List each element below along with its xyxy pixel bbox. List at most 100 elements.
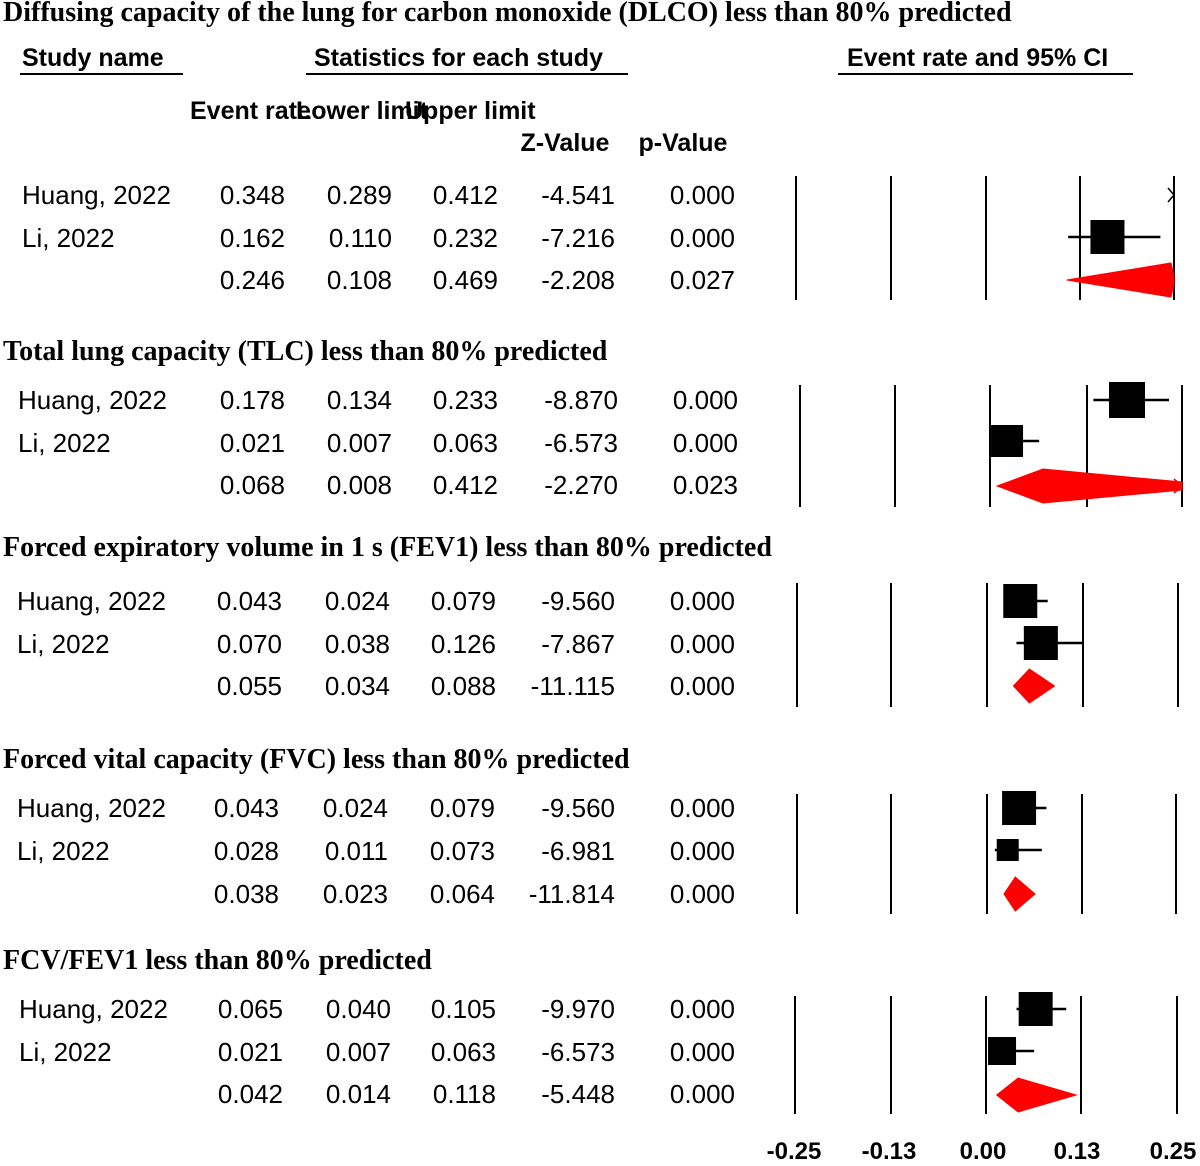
summary-diamond — [1012, 668, 1056, 704]
x-tick-label: 0.25 — [1149, 1138, 1197, 1165]
lower-limit-cell: 0.038 — [324, 629, 390, 659]
lower-limit-cell: 0.011 — [324, 836, 388, 866]
point-estimate-square — [996, 839, 1019, 861]
upper-limit-cell: 0.412 — [432, 180, 498, 210]
point-estimate-square — [1023, 626, 1058, 660]
lower-limit-cell: 0.007 — [326, 428, 392, 458]
header-study-name-underline — [20, 73, 183, 75]
lower-limit-cell: 0.023 — [322, 879, 388, 909]
p-value-cell: 0.000 — [669, 836, 735, 866]
event-rate-cell: 0.043 — [213, 793, 279, 823]
lower-limit-cell: 0.134 — [326, 385, 392, 415]
study-name: Huang, 2022 — [19, 994, 168, 1024]
z-value-cell: -8.870 — [544, 385, 618, 415]
p-value-cell: 0.000 — [669, 671, 735, 701]
clipped-arrow-icon — [1167, 187, 1175, 203]
x-tick-label: -0.25 — [766, 1138, 822, 1165]
p-value-cell: 0.000 — [669, 1079, 735, 1109]
z-value-cell: -7.867 — [541, 629, 615, 659]
study-name: Huang, 2022 — [18, 385, 167, 415]
upper-limit-cell: 0.412 — [432, 470, 498, 500]
x-tick-label: 0.00 — [959, 1138, 1007, 1165]
summary-diamond — [1066, 262, 1175, 298]
lower-limit-cell: 0.108 — [326, 265, 392, 295]
section-title: Forced expiratory volume in 1 s (FEV1) l… — [3, 532, 772, 563]
p-value-cell: 0.000 — [669, 994, 735, 1024]
z-value-cell: -6.981 — [541, 836, 615, 866]
z-value-cell: -6.573 — [541, 1037, 615, 1067]
event-rate-cell: 0.246 — [219, 265, 285, 295]
z-value-cell: -5.448 — [541, 1079, 615, 1109]
upper-limit-cell: 0.233 — [432, 385, 498, 415]
event-rate-cell: 0.038 — [213, 879, 279, 909]
p-value-cell: 0.023 — [672, 470, 738, 500]
event-rate-cell: 0.065 — [217, 994, 283, 1024]
study-name: Huang, 2022 — [17, 586, 166, 616]
clipped-arrow-icon — [1173, 478, 1184, 494]
col-header-p-value: p-Value — [638, 129, 728, 157]
upper-limit-cell: 0.232 — [432, 223, 498, 253]
p-value-cell: 0.000 — [669, 793, 735, 823]
header-event-rate-ci-underline — [838, 73, 1133, 75]
event-rate-cell: 0.348 — [219, 180, 285, 210]
section-title: Total lung capacity (TLC) less than 80% … — [3, 336, 608, 367]
point-estimate-square — [1002, 791, 1037, 825]
point-estimate-square — [988, 1037, 1017, 1065]
lower-limit-cell: 0.034 — [324, 671, 390, 701]
x-tick-label: -0.13 — [861, 1138, 917, 1165]
col-header-z-value: Z-Value — [520, 129, 610, 157]
event-rate-cell: 0.068 — [219, 470, 285, 500]
z-value-cell: -9.560 — [541, 586, 615, 616]
z-value-cell: -6.573 — [544, 428, 618, 458]
header-statistics: Statistics for each study — [314, 44, 603, 72]
lower-limit-cell: 0.110 — [328, 223, 392, 253]
upper-limit-cell: 0.118 — [432, 1079, 496, 1109]
lower-limit-cell: 0.024 — [324, 586, 390, 616]
lower-limit-cell: 0.024 — [322, 793, 388, 823]
event-rate-cell: 0.070 — [216, 629, 282, 659]
lower-limit-cell: 0.040 — [325, 994, 391, 1024]
header-study-name: Study name — [22, 44, 164, 72]
upper-limit-cell: 0.063 — [432, 428, 498, 458]
upper-limit-cell: 0.079 — [430, 586, 496, 616]
section-title: FCV/FEV1 less than 80% predicted — [3, 945, 432, 976]
p-value-cell: 0.000 — [669, 879, 735, 909]
p-value-cell: 0.027 — [669, 265, 735, 295]
lower-limit-cell: 0.007 — [325, 1037, 391, 1067]
z-value-cell: -11.115 — [530, 671, 615, 701]
upper-limit-cell: 0.064 — [429, 879, 495, 909]
study-name: Li, 2022 — [22, 223, 115, 253]
z-value-cell: -11.814 — [528, 879, 615, 909]
z-value-cell: -4.541 — [541, 180, 615, 210]
section-title: Forced vital capacity (FVC) less than 80… — [3, 744, 630, 775]
event-rate-cell: 0.021 — [217, 1037, 283, 1067]
header-statistics-underline — [306, 73, 628, 75]
upper-limit-cell: 0.469 — [432, 265, 498, 295]
upper-limit-cell: 0.079 — [429, 793, 495, 823]
p-value-cell: 0.000 — [669, 586, 735, 616]
clipped-arrow-icon — [1165, 272, 1176, 288]
point-estimate-square — [991, 425, 1024, 457]
z-value-cell: -2.270 — [544, 470, 618, 500]
z-value-cell: -2.208 — [541, 265, 615, 295]
event-rate-cell: 0.055 — [216, 671, 282, 701]
lower-limit-cell: 0.014 — [325, 1079, 391, 1109]
lower-limit-cell: 0.008 — [326, 470, 392, 500]
p-value-cell: 0.000 — [672, 428, 738, 458]
study-name: Li, 2022 — [17, 836, 110, 866]
point-estimate-square — [1003, 584, 1038, 618]
point-estimate-square — [1090, 220, 1125, 254]
study-name: Li, 2022 — [19, 1037, 112, 1067]
p-value-cell: 0.000 — [669, 180, 735, 210]
summary-diamond — [1003, 876, 1036, 912]
lower-limit-cell: 0.289 — [326, 180, 392, 210]
p-value-cell: 0.000 — [672, 385, 738, 415]
event-rate-cell: 0.043 — [216, 586, 282, 616]
z-value-cell: -9.970 — [541, 994, 615, 1024]
point-estimate-square — [1108, 382, 1145, 418]
study-name: Li, 2022 — [17, 629, 110, 659]
upper-limit-cell: 0.126 — [430, 629, 496, 659]
event-rate-cell: 0.028 — [213, 836, 279, 866]
summary-diamond — [995, 468, 1183, 504]
